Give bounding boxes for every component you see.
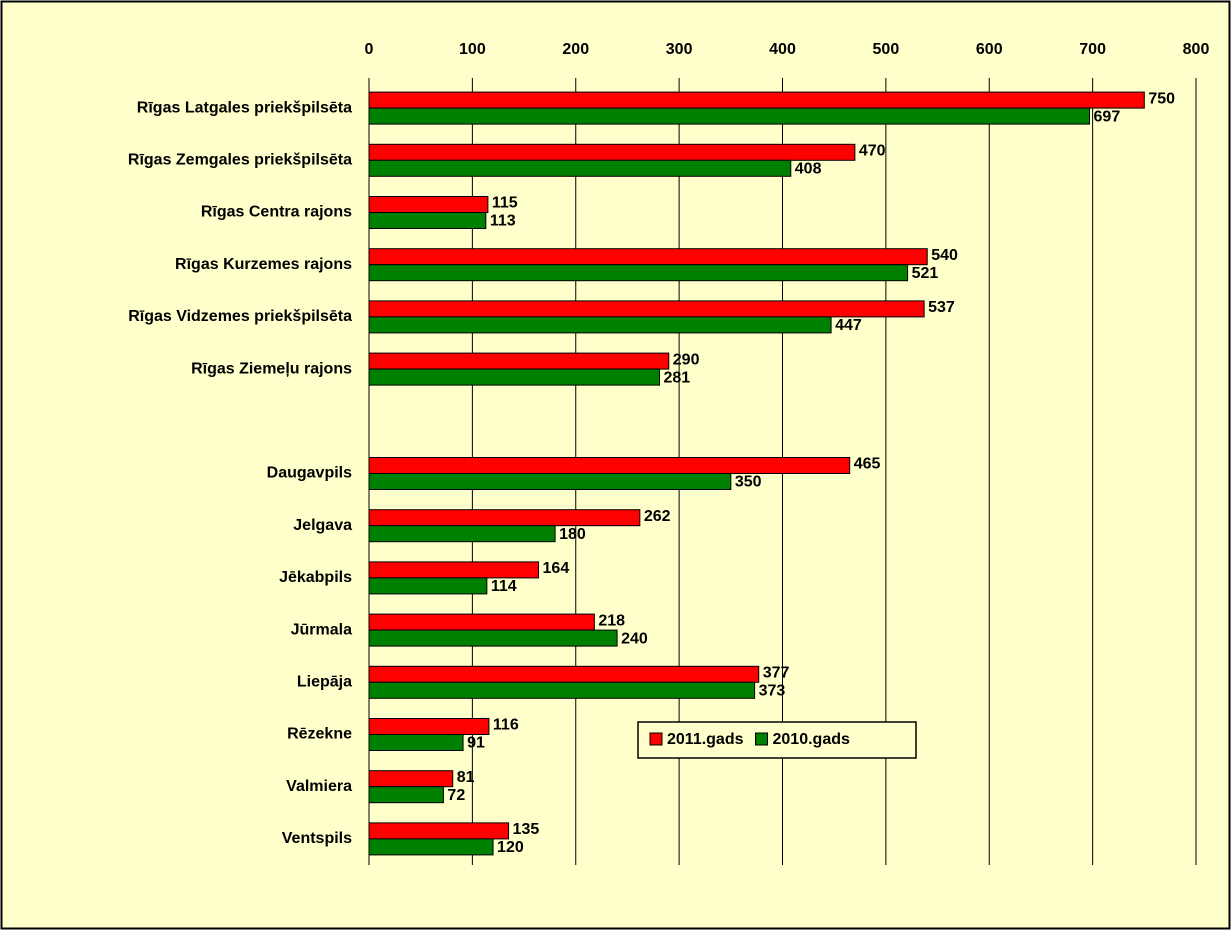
- data-label: 135: [513, 821, 540, 838]
- data-label: 465: [854, 456, 881, 473]
- y-tick-label: Rīgas Vidzemes priekšpilsēta: [128, 308, 352, 325]
- bar: [368, 613, 595, 631]
- data-label: 262: [644, 508, 671, 525]
- x-tick-label: 600: [976, 41, 1003, 58]
- bar: [368, 91, 1145, 109]
- y-tick-label: Jēkabpils: [279, 569, 352, 586]
- x-tick-label: 300: [666, 41, 693, 58]
- bar: [368, 107, 1091, 125]
- bar: [368, 822, 510, 840]
- y-tick-label: Rīgas Kurzemes rajons: [175, 256, 352, 273]
- y-tick-label: Jelgava: [293, 517, 352, 534]
- bar: [368, 473, 732, 490]
- data-label: 91: [467, 735, 485, 752]
- y-tick-label: Liepāja: [297, 674, 352, 691]
- bar: [368, 577, 488, 595]
- data-label: 470: [859, 143, 886, 160]
- data-label: 540: [931, 247, 958, 264]
- data-label: 116: [493, 717, 519, 734]
- bar: [368, 159, 792, 177]
- bar: [368, 561, 540, 579]
- data-label: 537: [928, 299, 955, 316]
- x-tick-label: 100: [459, 41, 486, 58]
- bar: [368, 770, 454, 788]
- data-label: 281: [663, 369, 690, 386]
- bar: [368, 457, 851, 474]
- x-tick-label: 700: [1079, 41, 1106, 58]
- y-tick-label: Rīgas Zemgales priekšpilsēta: [128, 152, 352, 169]
- bar: [368, 212, 487, 229]
- data-label: 408: [795, 161, 822, 178]
- bar: [368, 681, 756, 699]
- data-label: 447: [835, 317, 862, 334]
- y-tick-label: Rīgas Latgales priekšpilsēta: [137, 99, 352, 116]
- bar: [368, 368, 660, 386]
- data-label: 218: [598, 612, 625, 629]
- bar: [368, 525, 556, 543]
- data-label: 164: [543, 560, 570, 577]
- y-tick-label: Jūrmala: [291, 621, 352, 638]
- data-label: 373: [759, 683, 786, 700]
- data-label: 350: [735, 474, 762, 491]
- data-label: 750: [1148, 90, 1175, 107]
- data-label: 120: [497, 839, 524, 856]
- y-tick-label: Daugavpils: [267, 465, 352, 482]
- bar: [368, 786, 444, 804]
- data-label: 521: [912, 265, 939, 282]
- legend-key: [649, 732, 663, 746]
- bar: [368, 718, 490, 735]
- legend-box: [637, 721, 917, 759]
- x-tick-label: 500: [873, 41, 900, 58]
- data-label: 377: [763, 665, 790, 682]
- y-tick-label: Valmiera: [286, 778, 352, 795]
- bar: [368, 838, 494, 856]
- data-label: 697: [1094, 108, 1121, 125]
- legend-label: 2010.gads: [773, 731, 850, 748]
- data-label: 115: [492, 195, 518, 212]
- data-label: 180: [559, 526, 586, 543]
- x-tick-label: 0: [365, 41, 374, 58]
- data-label: 72: [447, 787, 465, 804]
- x-tick-label: 800: [1183, 41, 1210, 58]
- data-label: 290: [673, 351, 700, 368]
- bar: [368, 300, 925, 318]
- bar: [368, 665, 760, 683]
- bar: [368, 316, 832, 334]
- legend-key: [755, 732, 768, 746]
- data-label: 240: [621, 630, 648, 647]
- x-tick-label: 200: [562, 41, 589, 58]
- legend: 2011.gads 2010.gads: [637, 721, 917, 759]
- data-label: 113: [490, 213, 516, 230]
- y-tick-label: Rēzekne: [287, 726, 352, 743]
- y-tick-label: Rīgas Centra rajons: [201, 204, 352, 221]
- bar: [368, 509, 641, 527]
- data-label: 114: [491, 578, 517, 595]
- data-label: 81: [457, 769, 475, 786]
- x-tick-label: 400: [769, 41, 796, 58]
- y-tick-label: Ventspils: [282, 830, 352, 847]
- bar: [368, 352, 670, 370]
- bar: [368, 734, 464, 751]
- bar: [368, 143, 856, 161]
- y-tick-label: Rīgas Ziemeļu rajons: [191, 360, 352, 377]
- bar: [368, 248, 928, 266]
- bar: [368, 196, 489, 213]
- bar: [368, 264, 909, 282]
- bar: [368, 629, 618, 647]
- legend-label: 2011.gads: [667, 731, 744, 748]
